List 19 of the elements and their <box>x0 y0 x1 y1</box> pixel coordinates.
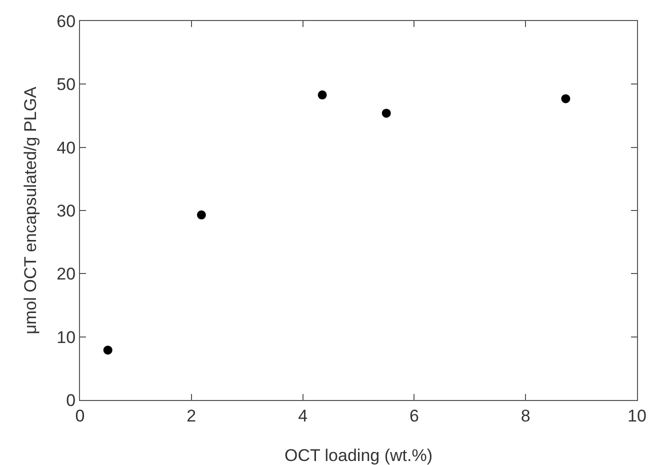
x-tick-label: 6 <box>409 406 419 426</box>
x-tick-label: 8 <box>520 406 530 426</box>
point <box>382 108 391 118</box>
point <box>103 346 112 355</box>
y-tick-label: 60 <box>56 12 76 31</box>
point <box>561 94 570 104</box>
x-tick-label: 2 <box>186 406 196 426</box>
x-tick-label: 10 <box>628 406 646 426</box>
y-tick-label: 40 <box>56 138 76 158</box>
y-tick-label: 20 <box>56 264 76 284</box>
y-axis-title: μmol OCT encapsulated/g PLGA <box>21 86 40 334</box>
y-tick-label: 10 <box>56 328 76 347</box>
y-tick-label: 50 <box>56 75 76 94</box>
y-tick-label: 0 <box>66 390 76 410</box>
point <box>196 210 206 220</box>
x-tick-label: 4 <box>298 406 308 426</box>
x-axis-title: OCT loading (wt.%) <box>284 446 433 465</box>
point <box>318 90 327 100</box>
y-tick-label: 30 <box>56 201 76 220</box>
